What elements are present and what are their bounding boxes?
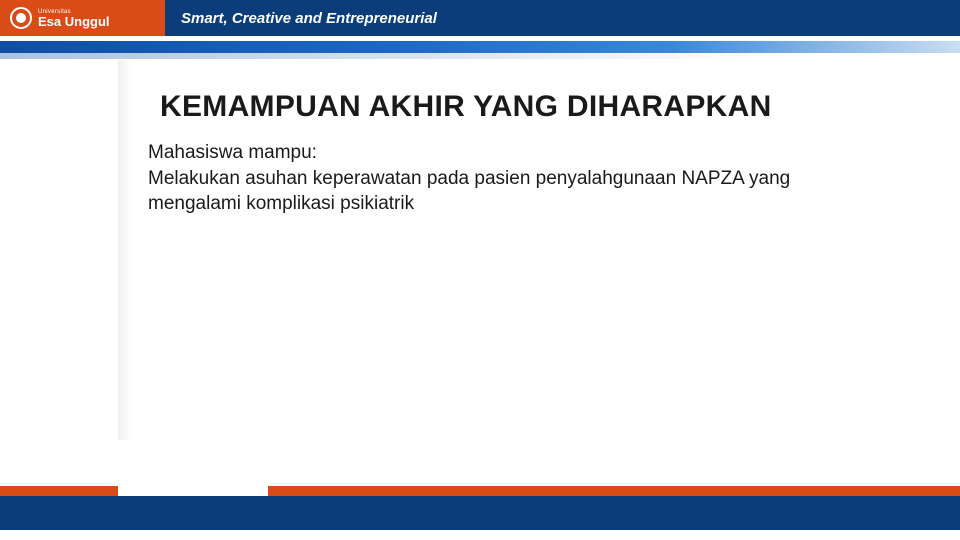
header-bar: Universitas Esa Unggul Smart, Creative a… (0, 0, 960, 36)
left-divider-shadow (118, 60, 132, 440)
body-line-1: Mahasiswa mampu: (148, 140, 808, 166)
footer-orange-notch (118, 486, 268, 496)
logo-panel: Universitas Esa Unggul (0, 0, 165, 36)
footer (0, 480, 960, 530)
slide-title: KEMAMPUAN AKHIR YANG DIHARAPKAN (160, 90, 772, 124)
header-swoosh (0, 41, 960, 53)
tagline-panel: Smart, Creative and Entrepreneurial (165, 0, 960, 36)
logo-icon (10, 7, 32, 29)
tagline-text: Smart, Creative and Entrepreneurial (181, 10, 437, 27)
footer-blue-bar (0, 496, 960, 530)
slide-body: Mahasiswa mampu: Melakukan asuhan kepera… (148, 140, 808, 217)
logo-main-text: Esa Unggul (38, 15, 110, 28)
slide: Universitas Esa Unggul Smart, Creative a… (0, 0, 960, 540)
logo-text: Universitas Esa Unggul (38, 9, 110, 28)
body-line-2: Melakukan asuhan keperawatan pada pasien… (148, 166, 808, 217)
